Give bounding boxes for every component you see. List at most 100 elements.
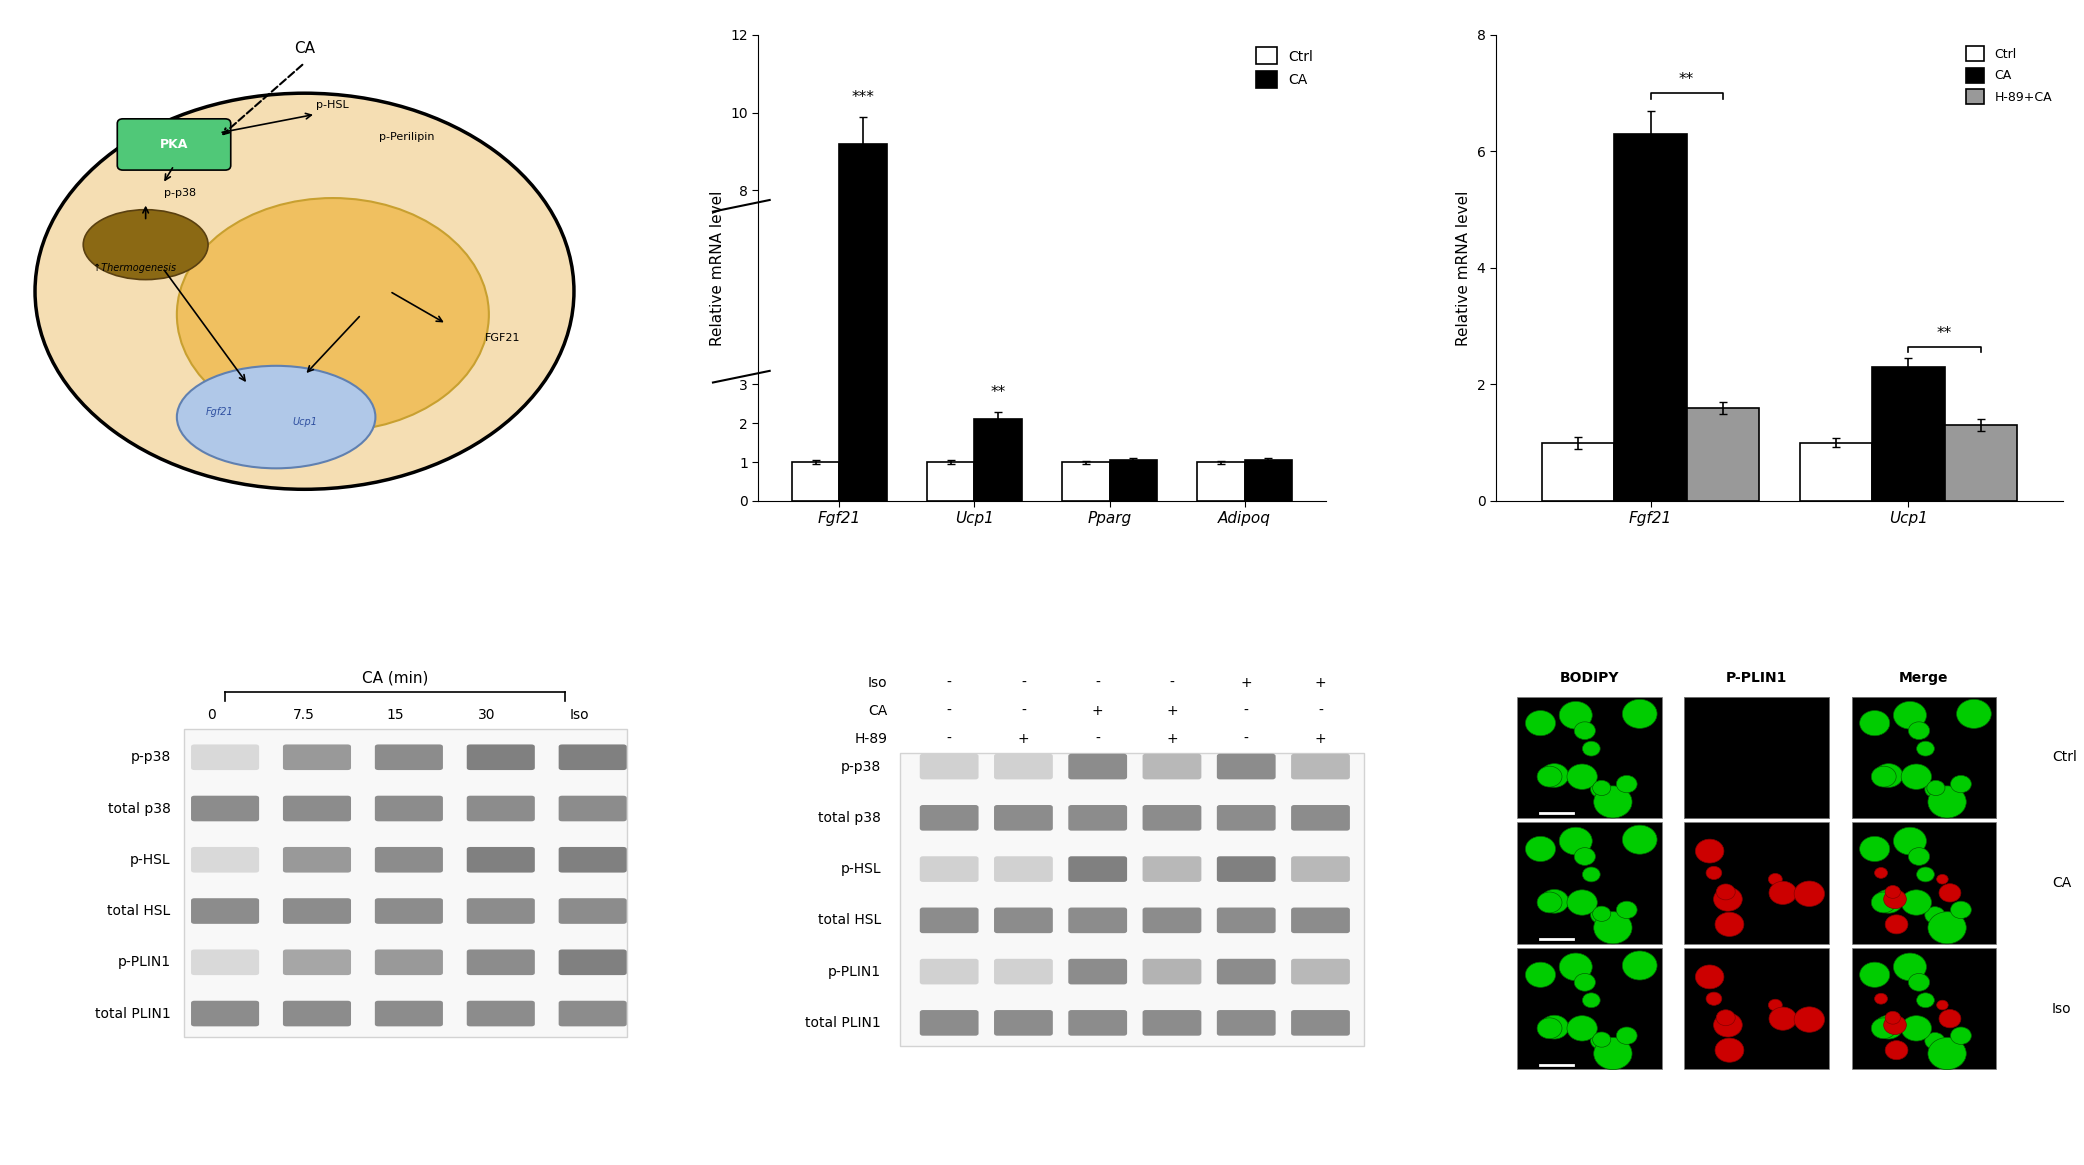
Circle shape xyxy=(1926,906,1944,924)
Circle shape xyxy=(1538,892,1563,913)
Text: -: - xyxy=(1244,732,1248,746)
FancyBboxPatch shape xyxy=(192,898,258,924)
Text: -: - xyxy=(946,732,952,746)
Text: Ctrl: Ctrl xyxy=(2053,750,2078,764)
Text: Iso: Iso xyxy=(2053,1002,2071,1016)
FancyBboxPatch shape xyxy=(919,1010,979,1036)
Circle shape xyxy=(1769,748,1782,760)
Circle shape xyxy=(1909,722,1930,740)
Text: total p38: total p38 xyxy=(108,802,171,816)
FancyBboxPatch shape xyxy=(1517,948,1663,1069)
FancyBboxPatch shape xyxy=(919,959,979,984)
FancyBboxPatch shape xyxy=(1292,856,1350,882)
FancyBboxPatch shape xyxy=(1292,959,1350,984)
Circle shape xyxy=(1713,888,1742,911)
Circle shape xyxy=(1707,741,1721,754)
FancyBboxPatch shape xyxy=(192,847,258,873)
Circle shape xyxy=(1909,848,1930,866)
FancyBboxPatch shape xyxy=(919,908,979,933)
FancyBboxPatch shape xyxy=(994,1010,1052,1036)
Circle shape xyxy=(1573,722,1596,740)
Text: Ucp1: Ucp1 xyxy=(292,417,317,426)
Ellipse shape xyxy=(177,366,375,468)
Circle shape xyxy=(1617,902,1638,918)
Text: -: - xyxy=(1244,704,1248,718)
Circle shape xyxy=(1769,755,1796,778)
Circle shape xyxy=(1894,701,1926,729)
Text: BODIPY: BODIPY xyxy=(1561,671,1619,685)
Circle shape xyxy=(1859,711,1890,736)
Bar xyxy=(840,143,886,501)
Bar xyxy=(975,419,1021,501)
Text: +: + xyxy=(1315,676,1325,690)
Circle shape xyxy=(1909,974,1930,991)
Circle shape xyxy=(1926,1032,1944,1050)
FancyBboxPatch shape xyxy=(559,847,627,873)
Legend: Ctrl, CA: Ctrl, CA xyxy=(1250,42,1319,94)
Circle shape xyxy=(1936,749,1949,758)
FancyBboxPatch shape xyxy=(1684,697,1830,818)
Circle shape xyxy=(1794,1007,1824,1032)
Ellipse shape xyxy=(83,210,208,280)
Legend: Ctrl, CA, H-89+CA: Ctrl, CA, H-89+CA xyxy=(1961,41,2057,110)
Circle shape xyxy=(1621,951,1657,980)
FancyBboxPatch shape xyxy=(117,119,231,170)
Circle shape xyxy=(1871,767,1896,788)
Circle shape xyxy=(1621,699,1657,728)
Bar xyxy=(1063,463,1109,501)
Circle shape xyxy=(1696,839,1723,863)
Text: -: - xyxy=(1317,704,1323,718)
Text: -: - xyxy=(1021,676,1025,690)
FancyBboxPatch shape xyxy=(1517,697,1663,818)
Text: p-Perilipin: p-Perilipin xyxy=(379,133,433,142)
Circle shape xyxy=(1567,764,1596,790)
Circle shape xyxy=(1769,1000,1782,1011)
FancyBboxPatch shape xyxy=(375,949,444,975)
Circle shape xyxy=(1884,890,1907,909)
Circle shape xyxy=(1590,906,1611,924)
Text: p-p38: p-p38 xyxy=(131,750,171,764)
FancyBboxPatch shape xyxy=(1217,805,1275,831)
FancyBboxPatch shape xyxy=(559,1001,627,1026)
Text: p-p38: p-p38 xyxy=(165,189,196,198)
FancyBboxPatch shape xyxy=(559,949,627,975)
Circle shape xyxy=(1592,1032,1611,1047)
Circle shape xyxy=(1886,789,1909,809)
Text: Fgf21: Fgf21 xyxy=(206,408,233,417)
Circle shape xyxy=(1582,867,1601,882)
Text: p-PLIN1: p-PLIN1 xyxy=(117,955,171,969)
Circle shape xyxy=(1886,760,1901,772)
Text: -: - xyxy=(1096,732,1100,746)
Circle shape xyxy=(1592,906,1611,922)
FancyBboxPatch shape xyxy=(994,908,1052,933)
FancyBboxPatch shape xyxy=(1217,856,1275,882)
FancyBboxPatch shape xyxy=(1851,697,1996,818)
Circle shape xyxy=(1525,836,1555,862)
Bar xyxy=(1244,460,1292,501)
Text: ***: *** xyxy=(852,90,875,105)
Circle shape xyxy=(1874,889,1903,913)
FancyBboxPatch shape xyxy=(994,856,1052,882)
Y-axis label: Relative mRNA level: Relative mRNA level xyxy=(711,190,725,346)
Circle shape xyxy=(1594,786,1632,818)
Circle shape xyxy=(1886,915,1909,934)
Text: total PLIN1: total PLIN1 xyxy=(96,1007,171,1021)
Circle shape xyxy=(1928,1038,1965,1069)
FancyBboxPatch shape xyxy=(1851,697,1996,818)
Circle shape xyxy=(1901,764,1932,790)
Circle shape xyxy=(1884,764,1907,783)
Circle shape xyxy=(1894,953,1926,981)
Circle shape xyxy=(1573,848,1596,866)
Circle shape xyxy=(1951,902,1971,918)
Bar xyxy=(1615,134,1686,501)
FancyBboxPatch shape xyxy=(467,1001,536,1026)
Circle shape xyxy=(1886,885,1901,898)
Bar xyxy=(1801,443,1871,501)
Bar xyxy=(792,463,840,501)
Circle shape xyxy=(1794,755,1824,781)
Circle shape xyxy=(1594,1038,1632,1069)
Circle shape xyxy=(1938,884,1961,902)
Bar xyxy=(1686,408,1759,501)
Circle shape xyxy=(1901,1016,1932,1042)
FancyBboxPatch shape xyxy=(1851,948,1996,1069)
